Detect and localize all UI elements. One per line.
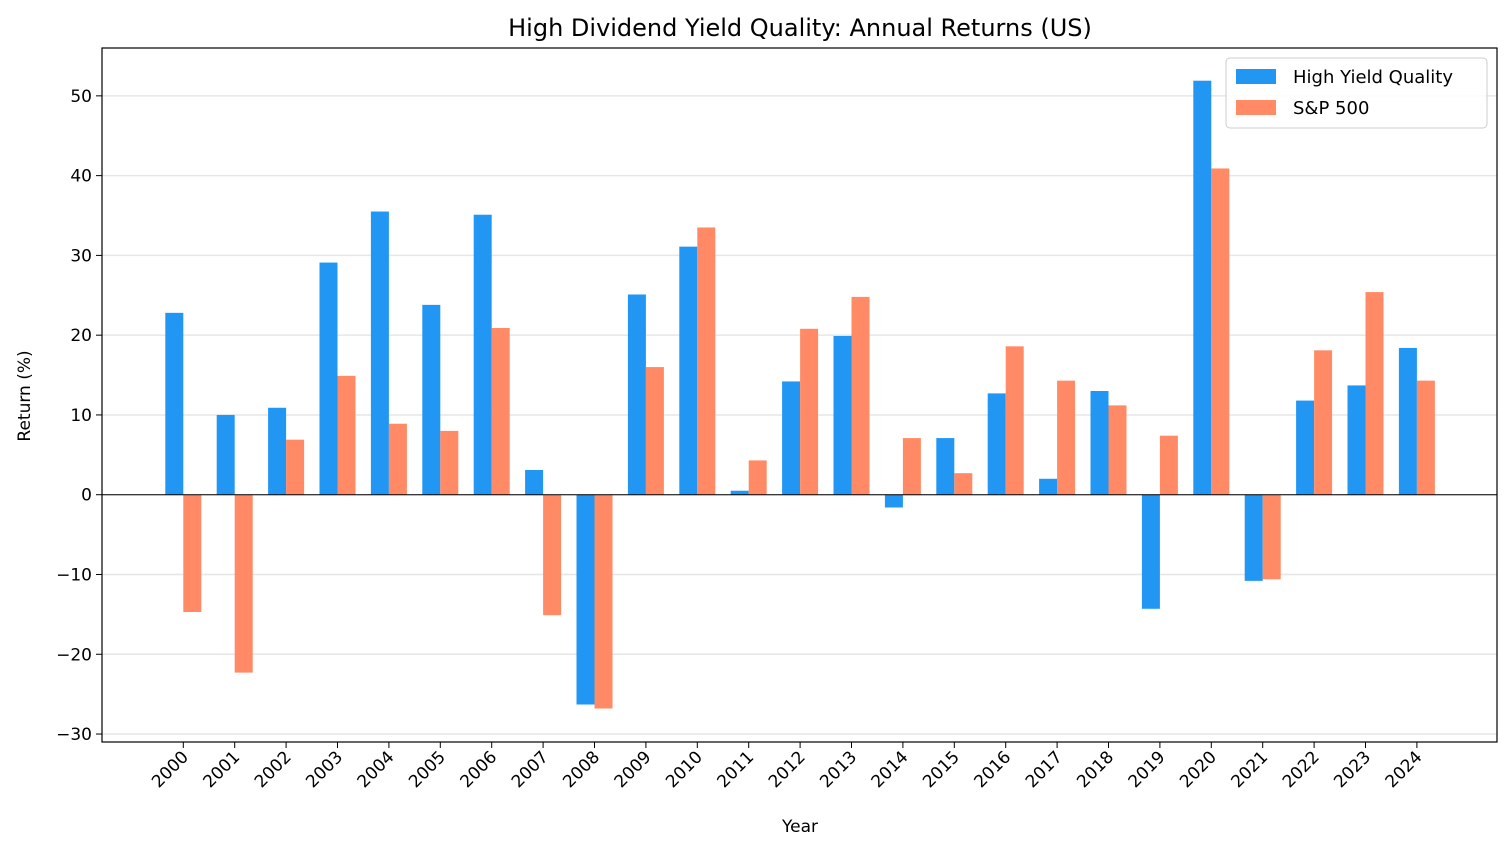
legend-label-sp500: S&P 500 <box>1293 98 1369 119</box>
x-tick-label: 2006 <box>457 747 502 792</box>
x-tick-label: 2017 <box>1022 747 1067 792</box>
y-tick-label: 10 <box>70 406 92 426</box>
bar-high-yield-quality-2014 <box>884 494 903 508</box>
bar-high-yield-quality-2019 <box>1141 494 1160 609</box>
bar-high-yield-quality-2013 <box>833 335 852 495</box>
x-tick-label: 2011 <box>714 747 759 792</box>
bar-high-yield-quality-2017 <box>1039 478 1058 495</box>
bar-high-yield-quality-2022 <box>1296 400 1315 495</box>
bar-sp500-2009 <box>645 367 664 495</box>
bar-sp500-2003 <box>337 375 356 495</box>
bar-high-yield-quality-2007 <box>525 469 544 495</box>
bar-sp500-2023 <box>1365 292 1384 495</box>
y-tick-label: 20 <box>70 326 92 346</box>
y-tick-label: 30 <box>70 246 92 266</box>
bar-sp500-2004 <box>388 423 407 495</box>
plot-frame <box>101 47 1498 743</box>
y-tick-label: 50 <box>70 87 92 107</box>
legend: High Yield Quality S&P 500 <box>1225 57 1488 129</box>
chart-title: High Dividend Yield Quality: Annual Retu… <box>508 14 1092 42</box>
x-tick-label: 2005 <box>405 747 450 792</box>
x-tick-label: 2016 <box>971 747 1016 792</box>
x-tick-label: 2015 <box>919 747 964 792</box>
bar-high-yield-quality-2006 <box>473 214 492 495</box>
bar-high-yield-quality-2005 <box>422 304 441 495</box>
y-axis-ticks: −30 −20 −10 0 10 20 30 40 50 <box>56 87 102 745</box>
bar-high-yield-quality-2018 <box>1090 391 1109 495</box>
legend-frame <box>1225 57 1488 129</box>
x-tick-label: 2000 <box>148 747 193 792</box>
bar-sp500-2010 <box>697 227 716 495</box>
x-tick-label: 2023 <box>1330 747 1375 792</box>
bar-high-yield-quality-2015 <box>936 438 955 495</box>
legend-label-high-yield-quality: High Yield Quality <box>1293 67 1453 88</box>
bar-high-yield-quality-2008 <box>576 494 595 705</box>
bar-high-yield-quality-2011 <box>730 490 749 495</box>
bar-sp500-2019 <box>1159 435 1178 495</box>
x-tick-label: 2002 <box>251 747 296 792</box>
bar-sp500-2001 <box>234 494 253 673</box>
x-tick-label: 2020 <box>1176 747 1221 792</box>
bar-sp500-2022 <box>1314 350 1333 495</box>
bar-high-yield-quality-2009 <box>627 294 646 495</box>
bar-high-yield-quality-2023 <box>1347 385 1366 495</box>
bar-high-yield-quality-2001 <box>216 414 235 495</box>
bar-sp500-2024 <box>1416 380 1435 495</box>
x-tick-label: 2018 <box>1073 747 1118 792</box>
bar-sp500-2008 <box>594 494 613 709</box>
y-axis-label: Return (%) <box>15 350 35 441</box>
bar-high-yield-quality-2024 <box>1398 347 1417 495</box>
bar-sp500-2002 <box>286 439 305 495</box>
x-tick-label: 2021 <box>1227 747 1272 792</box>
x-tick-label: 2012 <box>765 747 810 792</box>
x-tick-label: 2008 <box>559 747 604 792</box>
x-axis-label: Year <box>781 817 818 837</box>
bar-high-yield-quality-2003 <box>319 262 338 495</box>
legend-swatch-high-yield-quality <box>1236 69 1276 84</box>
bar-sp500-2012 <box>800 328 819 495</box>
bar-sp500-2006 <box>491 327 510 495</box>
x-tick-label: 2024 <box>1382 747 1427 792</box>
x-tick-label: 2003 <box>302 747 347 792</box>
y-tick-label: −30 <box>56 725 92 745</box>
bar-sp500-2021 <box>1262 494 1281 580</box>
bar-high-yield-quality-2020 <box>1193 80 1212 495</box>
bar-sp500-2014 <box>902 438 921 495</box>
x-axis-ticks: 2000 2001 2002 2003 2004 2005 2006 2007 2008 2009… <box>148 742 1426 792</box>
bars <box>165 80 1435 709</box>
bar-sp500-2011 <box>748 460 767 495</box>
bar-sp500-2013 <box>851 296 870 495</box>
y-tick-label: −10 <box>56 565 92 585</box>
bar-sp500-2018 <box>1108 405 1127 495</box>
bar-sp500-2000 <box>183 494 202 612</box>
x-tick-label: 2007 <box>508 747 553 792</box>
bar-high-yield-quality-2000 <box>165 312 184 495</box>
bar-high-yield-quality-2012 <box>782 381 801 495</box>
y-tick-label: 40 <box>70 167 92 187</box>
x-tick-label: 2014 <box>868 747 913 792</box>
bar-high-yield-quality-2010 <box>679 246 698 495</box>
y-tick-label: 0 <box>81 486 92 506</box>
bar-high-yield-quality-2021 <box>1244 494 1263 581</box>
bar-sp500-2015 <box>954 473 973 495</box>
x-tick-label: 2004 <box>354 747 399 792</box>
bar-sp500-2005 <box>440 430 459 495</box>
x-tick-label: 2013 <box>816 747 861 792</box>
x-tick-label: 2001 <box>199 747 244 792</box>
bar-sp500-2020 <box>1211 168 1230 495</box>
x-tick-label: 2019 <box>1125 747 1170 792</box>
x-tick-label: 2009 <box>611 747 656 792</box>
legend-swatch-sp500 <box>1236 100 1276 115</box>
x-tick-label: 2022 <box>1279 747 1324 792</box>
bar-high-yield-quality-2002 <box>268 407 287 495</box>
bar-sp500-2007 <box>543 494 562 616</box>
bar-high-yield-quality-2016 <box>987 393 1006 495</box>
bar-high-yield-quality-2004 <box>370 211 389 495</box>
x-tick-label: 2010 <box>662 747 707 792</box>
bar-sp500-2017 <box>1057 380 1076 495</box>
bar-sp500-2016 <box>1005 346 1024 495</box>
y-tick-label: −20 <box>56 645 92 665</box>
